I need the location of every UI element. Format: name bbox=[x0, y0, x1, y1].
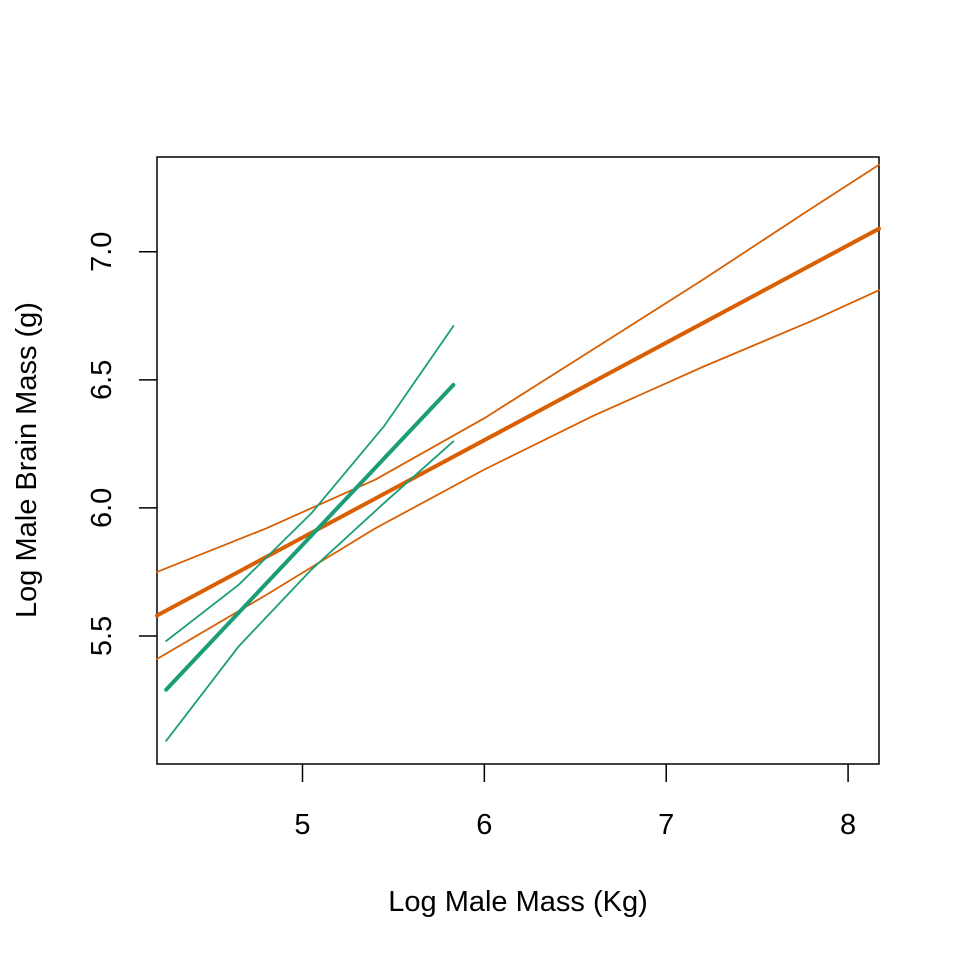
plot-frame bbox=[156, 156, 880, 765]
y-tick-label: 7.0 bbox=[86, 232, 118, 272]
x-axis-label: Log Male Mass (Kg) bbox=[388, 886, 648, 918]
x-tick-label: 6 bbox=[476, 809, 492, 841]
y-tick-label: 6.0 bbox=[86, 488, 118, 528]
y-axis: 5.5 6.0 6.5 7.0 bbox=[86, 232, 157, 656]
series-line-green-lower bbox=[165, 440, 455, 742]
x-tick-label: 5 bbox=[294, 809, 310, 841]
y-axis-label: Log Male Brain Mass (g) bbox=[11, 302, 43, 618]
y-tick-label: 5.5 bbox=[86, 616, 118, 656]
series-line-green-fit bbox=[164, 382, 456, 692]
series-line-orange-upper bbox=[156, 163, 880, 573]
series-layer bbox=[155, 163, 881, 742]
series-line-orange-fit bbox=[155, 226, 881, 618]
x-axis: 5 6 7 8 bbox=[294, 764, 856, 841]
x-tick-label: 7 bbox=[658, 809, 674, 841]
series-line-green-upper bbox=[165, 325, 455, 642]
series-line-orange-lower bbox=[156, 289, 880, 660]
y-tick-label: 6.5 bbox=[86, 360, 118, 400]
x-tick-label: 8 bbox=[840, 809, 856, 841]
